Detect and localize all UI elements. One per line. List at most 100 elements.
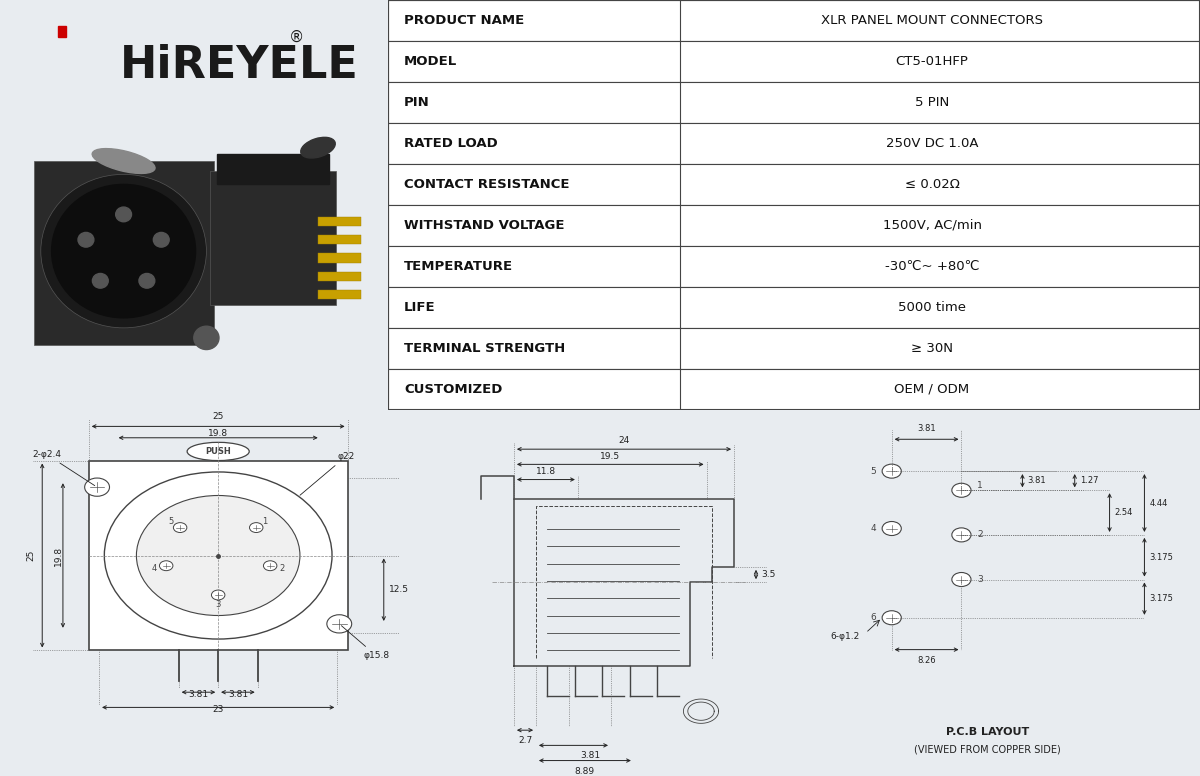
Bar: [388, 246, 1200, 287]
Bar: [388, 123, 1200, 164]
Text: 3.81: 3.81: [580, 751, 600, 760]
Text: LIFE: LIFE: [404, 301, 436, 314]
Text: PIN: PIN: [404, 96, 430, 109]
Bar: [34, 161, 214, 345]
Text: 2: 2: [280, 563, 284, 573]
Circle shape: [115, 207, 132, 222]
Text: WITHSTAND VOLTAGE: WITHSTAND VOLTAGE: [404, 219, 565, 232]
Text: 4.44: 4.44: [1150, 498, 1168, 508]
Text: 6: 6: [870, 613, 876, 622]
Bar: [58, 26, 66, 37]
Text: 2-φ2.4: 2-φ2.4: [32, 450, 95, 486]
Text: XLR PANEL MOUNT CONNECTORS: XLR PANEL MOUNT CONNECTORS: [821, 14, 1043, 27]
Text: 1: 1: [263, 517, 268, 525]
Text: -30℃~ +80℃: -30℃~ +80℃: [884, 260, 979, 273]
Text: 19.8: 19.8: [208, 429, 228, 438]
Circle shape: [78, 233, 94, 247]
Text: 1.27: 1.27: [1080, 476, 1098, 485]
Text: 8.89: 8.89: [575, 767, 595, 776]
Ellipse shape: [187, 442, 250, 461]
Text: CT5-01HFP: CT5-01HFP: [895, 55, 968, 68]
Circle shape: [139, 273, 155, 288]
Text: HiREYELE: HiREYELE: [120, 44, 359, 88]
Circle shape: [952, 483, 971, 497]
Bar: [318, 290, 361, 300]
Text: 5: 5: [870, 466, 876, 476]
Circle shape: [952, 573, 971, 587]
Circle shape: [882, 611, 901, 625]
Text: OEM / ODM: OEM / ODM: [894, 383, 970, 396]
Bar: [388, 205, 1200, 246]
Text: 1500V, AC/min: 1500V, AC/min: [882, 219, 982, 232]
Bar: [318, 235, 361, 244]
Text: 8.26: 8.26: [917, 656, 936, 665]
Bar: [318, 254, 361, 263]
Text: ®: ®: [289, 29, 305, 45]
Text: 2.54: 2.54: [1115, 508, 1133, 517]
Bar: [89, 461, 348, 650]
Text: 3: 3: [977, 575, 983, 584]
Bar: [210, 171, 336, 304]
Circle shape: [250, 523, 263, 532]
Text: 5: 5: [169, 517, 174, 525]
Circle shape: [92, 273, 108, 288]
Text: 250V DC 1.0A: 250V DC 1.0A: [886, 137, 978, 150]
Circle shape: [326, 615, 352, 633]
Text: P.C.B LAYOUT: P.C.B LAYOUT: [946, 727, 1030, 737]
Bar: [388, 82, 1200, 123]
Bar: [388, 164, 1200, 205]
Text: (VIEWED FROM COPPER SIDE): (VIEWED FROM COPPER SIDE): [914, 744, 1061, 754]
Bar: [318, 217, 361, 226]
Text: MODEL: MODEL: [404, 55, 457, 68]
Bar: [388, 287, 1200, 328]
Circle shape: [173, 523, 187, 532]
Text: 5 PIN: 5 PIN: [914, 96, 949, 109]
Text: 3: 3: [216, 600, 221, 608]
Ellipse shape: [301, 137, 335, 158]
Bar: [388, 328, 1200, 369]
Bar: [388, 41, 1200, 82]
Text: 4: 4: [151, 563, 157, 573]
Text: 3.5: 3.5: [762, 570, 776, 579]
Text: PUSH: PUSH: [205, 447, 232, 456]
Bar: [318, 272, 361, 281]
Bar: [388, 369, 1200, 410]
Text: 19.8: 19.8: [54, 546, 62, 566]
Text: φ22: φ22: [300, 452, 354, 495]
Bar: [217, 154, 329, 185]
Text: 25: 25: [26, 550, 35, 561]
Text: 23: 23: [212, 705, 224, 714]
Circle shape: [211, 590, 224, 600]
Circle shape: [85, 478, 109, 497]
Text: 1: 1: [977, 480, 983, 490]
Text: φ15.8: φ15.8: [341, 625, 389, 660]
Text: 6-φ1.2: 6-φ1.2: [830, 632, 860, 642]
Text: 25: 25: [212, 412, 224, 421]
Text: 2.7: 2.7: [518, 736, 532, 745]
Text: TEMPERATURE: TEMPERATURE: [404, 260, 514, 273]
Text: 5000 time: 5000 time: [898, 301, 966, 314]
Circle shape: [41, 175, 206, 327]
Text: 3.81: 3.81: [917, 424, 936, 433]
Text: 3.81: 3.81: [188, 690, 209, 698]
Text: 3.81: 3.81: [1027, 476, 1046, 485]
Text: 12.5: 12.5: [389, 585, 409, 594]
Circle shape: [52, 185, 196, 318]
Text: 4: 4: [870, 524, 876, 533]
Circle shape: [952, 528, 971, 542]
Circle shape: [104, 472, 332, 639]
Text: 11.8: 11.8: [536, 466, 556, 476]
Circle shape: [160, 561, 173, 570]
Text: 3.81: 3.81: [228, 690, 248, 698]
Text: 19.5: 19.5: [600, 452, 620, 461]
Text: RATED LOAD: RATED LOAD: [404, 137, 498, 150]
Ellipse shape: [92, 149, 155, 173]
Text: 24: 24: [618, 436, 630, 445]
Text: CUSTOMIZED: CUSTOMIZED: [404, 383, 503, 396]
Circle shape: [882, 521, 901, 535]
Circle shape: [154, 233, 169, 247]
Text: CONTACT RESISTANCE: CONTACT RESISTANCE: [404, 178, 570, 191]
Circle shape: [882, 464, 901, 478]
Text: ≤ 0.02Ω: ≤ 0.02Ω: [905, 178, 960, 191]
Bar: [388, 0, 1200, 41]
